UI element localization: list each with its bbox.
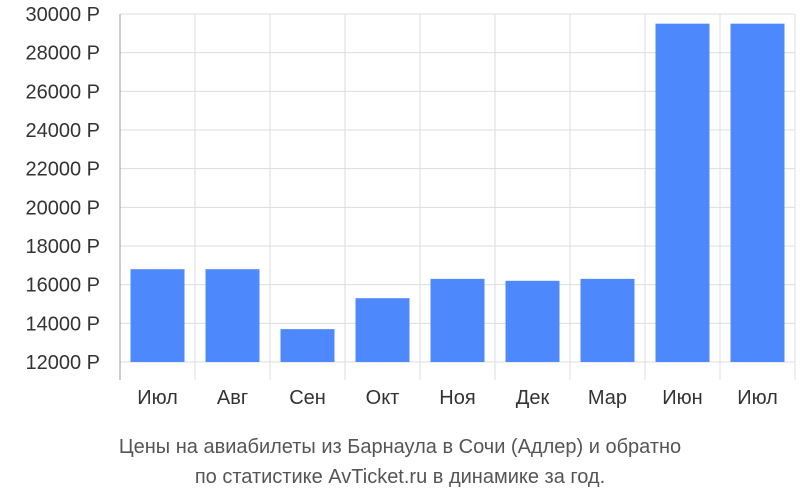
y-tick-label: 20000 Р	[25, 197, 100, 219]
y-tick-label: 26000 Р	[25, 81, 100, 103]
y-tick-label: 18000 Р	[25, 236, 100, 258]
x-tick-label: Июн	[662, 387, 702, 409]
bar-8	[655, 23, 710, 363]
y-tick-label: 14000 Р	[25, 313, 100, 335]
y-tick-label: 28000 Р	[25, 43, 100, 65]
caption-line-1: Цены на авиабилеты из Барнаула в Сочи (А…	[119, 436, 681, 458]
bar-1	[130, 269, 185, 362]
y-tick-label: 30000 Р	[25, 4, 100, 26]
bar-5	[430, 278, 485, 362]
x-tick-label: Мар	[588, 387, 627, 409]
bar-3	[280, 329, 335, 362]
x-tick-label: Дек	[516, 387, 550, 409]
x-tick-label: Авг	[217, 387, 248, 409]
caption-line-2: по статистике AvTicket.ru в динамике за …	[195, 466, 605, 488]
x-tick-label: Июл	[737, 387, 778, 409]
x-tick-label: Июл	[137, 387, 178, 409]
x-tick-label: Ноя	[439, 387, 475, 409]
bar-2	[205, 269, 260, 362]
bar-9	[730, 23, 785, 363]
x-tick-label: Сен	[289, 387, 326, 409]
grid	[119, 13, 796, 380]
y-tick-label: 22000 Р	[25, 159, 100, 181]
bar-6	[505, 280, 560, 362]
y-tick-label: 24000 Р	[25, 120, 100, 142]
bars	[130, 23, 785, 363]
y-axis-labels: 12000 Р 14000 Р 16000 Р 18000 Р 20000 Р 22000…	[25, 4, 100, 374]
x-axis-labels: Июл Авг Сен Окт Ноя Дек Мар Июн Июл	[137, 387, 778, 409]
y-tick-label: 12000 Р	[25, 352, 100, 374]
y-tick-label: 16000 Р	[25, 275, 100, 297]
x-tick-label: Окт	[366, 387, 400, 409]
bar-4	[355, 298, 410, 362]
bar-7	[580, 278, 635, 362]
